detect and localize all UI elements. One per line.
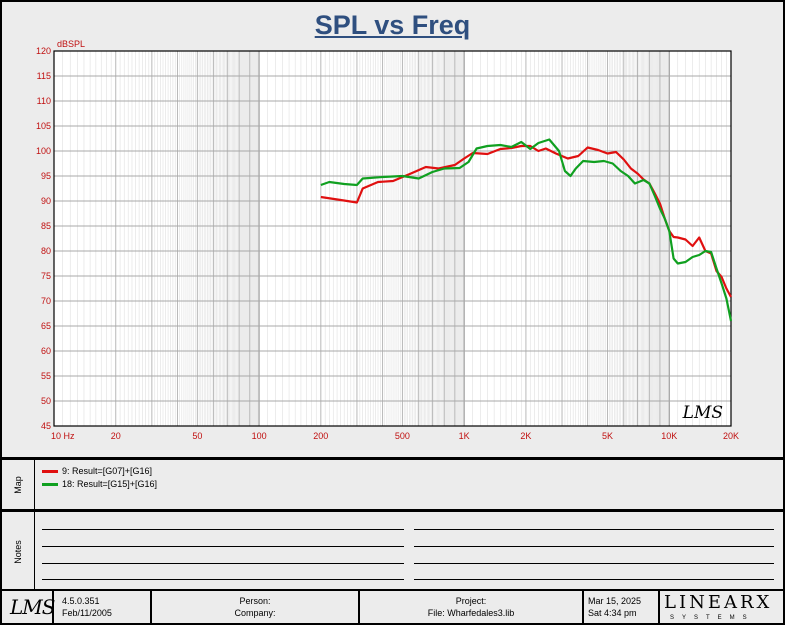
y-tick-label: 55 bbox=[41, 371, 51, 381]
x-tick-label: 1K bbox=[459, 431, 470, 441]
y-tick-label: 115 bbox=[37, 71, 51, 81]
y-tick-label: 110 bbox=[37, 96, 51, 106]
y-tick-label: 65 bbox=[41, 321, 51, 331]
notes-line bbox=[414, 563, 774, 564]
chart-title: SPL vs Freq bbox=[314, 10, 471, 40]
notes-line bbox=[414, 579, 774, 580]
notes-line bbox=[42, 546, 404, 547]
time-label: Sat 4:34 pm bbox=[588, 608, 637, 618]
x-tick-label: 20K bbox=[723, 431, 739, 441]
footer-version-cell: 4.5.0.351 Feb/11/2005 bbox=[54, 591, 152, 623]
y-tick-label: 75 bbox=[41, 271, 51, 281]
map-label: Map bbox=[13, 475, 23, 494]
separator-mid bbox=[2, 509, 783, 512]
notes-panel-label: Notes bbox=[2, 512, 35, 591]
person-label: Person: bbox=[239, 596, 271, 606]
separator-top bbox=[2, 457, 783, 460]
y-tick-label: 120 bbox=[36, 46, 51, 56]
version-date: Feb/11/2005 bbox=[62, 608, 112, 618]
project-label: Project: bbox=[455, 596, 487, 606]
y-tick-label: 85 bbox=[41, 221, 51, 231]
y-tick-label: 105 bbox=[36, 121, 51, 131]
notes-label: Notes bbox=[13, 539, 23, 564]
y-tick-label: 45 bbox=[41, 421, 51, 431]
date-label: Mar 15, 2025 bbox=[588, 596, 642, 606]
x-tick-label: 50 bbox=[192, 431, 202, 441]
notes-line bbox=[42, 563, 404, 564]
legend-label-1: 9: Result=[G07]+[G16] bbox=[62, 466, 153, 476]
x-tick-label: 500 bbox=[395, 431, 410, 441]
y-tick-label: 80 bbox=[41, 246, 51, 256]
legend-swatch-red bbox=[42, 469, 58, 473]
y-tick-label: 50 bbox=[41, 396, 51, 406]
notes-line bbox=[42, 579, 404, 580]
series-line-2 bbox=[320, 138, 733, 322]
footer-project-cell: Project: File: Wharfedales3.lib bbox=[360, 591, 584, 623]
x-tick-label: 2K bbox=[520, 431, 531, 441]
notes-line bbox=[42, 529, 404, 530]
footer-person-cell: Person: Company: bbox=[152, 591, 360, 623]
y-tick-label: 60 bbox=[41, 346, 51, 356]
series-line-1 bbox=[320, 144, 732, 298]
y-tick-label: 90 bbox=[41, 196, 51, 206]
notes-line bbox=[414, 546, 774, 547]
x-tick-label: 10 Hz bbox=[51, 431, 75, 441]
separator-bottom bbox=[2, 589, 783, 591]
legend-item-1: 9: Result=[G07]+[G16] bbox=[42, 466, 152, 476]
linearx-systems: SYSTEMS bbox=[670, 615, 755, 621]
notes-line bbox=[414, 529, 774, 530]
linearx-logo: LINEARX bbox=[664, 592, 773, 613]
map-panel-label: Map bbox=[2, 460, 35, 509]
x-tick-label: 200 bbox=[313, 431, 328, 441]
file-label: File: Wharfedales3.lib bbox=[427, 608, 515, 618]
y-tick-label: 95 bbox=[41, 171, 51, 181]
plot-border bbox=[53, 50, 732, 427]
y-tick-label: 70 bbox=[41, 296, 51, 306]
footer-brand-cell: LINEARX SYSTEMS bbox=[660, 591, 783, 623]
legend-swatch-green bbox=[42, 482, 58, 486]
x-tick-label: 20 bbox=[111, 431, 121, 441]
x-tick-label: 5K bbox=[602, 431, 613, 441]
legend-item-2: 18: Result=[G15]+[G16] bbox=[42, 479, 157, 489]
company-label: Company: bbox=[234, 608, 276, 618]
footer-logo-cell: LMS bbox=[2, 591, 55, 623]
lms-logo: LMS bbox=[10, 595, 55, 619]
x-tick-label: 100 bbox=[252, 431, 267, 441]
y-tick-label: 100 bbox=[36, 146, 51, 156]
lms-watermark: LMS bbox=[682, 403, 723, 423]
spl-chart: 45 50 55 60 65 70 75 80 85 90 95 100 105 110 115 120 dBS… bbox=[36, 39, 739, 441]
footer: LMS 4.5.0.351 Feb/11/2005 Person: Compan… bbox=[2, 591, 783, 625]
x-tick-label: 10K bbox=[661, 431, 677, 441]
legend-label-2: 18: Result=[G15]+[G16] bbox=[62, 479, 158, 489]
plot-area bbox=[54, 51, 731, 426]
version: 4.5.0.351 bbox=[62, 596, 100, 606]
footer-date-cell: Mar 15, 2025 Sat 4:34 pm bbox=[584, 591, 660, 623]
y-axis-label: dBSPL bbox=[57, 39, 85, 49]
